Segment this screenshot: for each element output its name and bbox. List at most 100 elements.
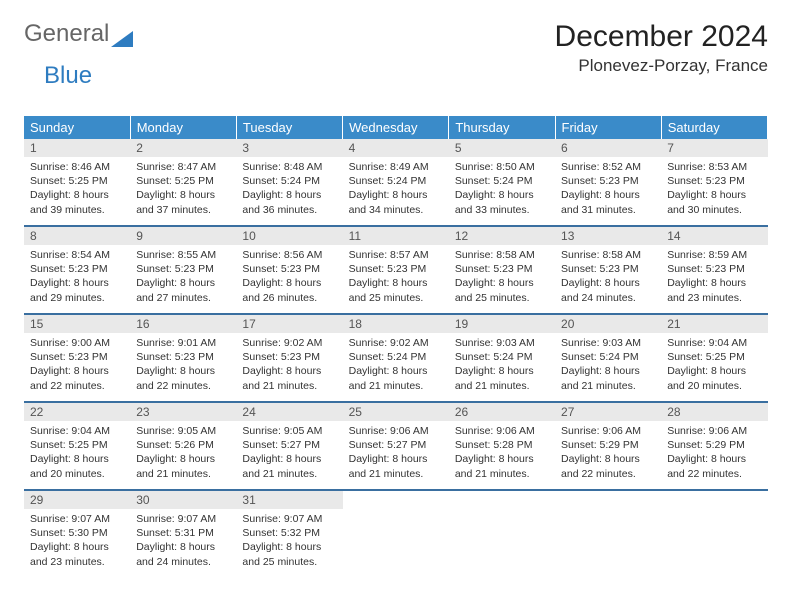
- calendar-cell: 30Sunrise: 9:07 AMSunset: 5:31 PMDayligh…: [130, 490, 236, 577]
- day-body: Sunrise: 9:01 AMSunset: 5:23 PMDaylight:…: [130, 333, 236, 397]
- calendar-cell: 8Sunrise: 8:54 AMSunset: 5:23 PMDaylight…: [24, 226, 130, 314]
- calendar-cell: 9Sunrise: 8:55 AMSunset: 5:23 PMDaylight…: [130, 226, 236, 314]
- calendar-table: Sunday Monday Tuesday Wednesday Thursday…: [24, 116, 768, 577]
- day-body: Sunrise: 8:56 AMSunset: 5:23 PMDaylight:…: [236, 245, 342, 309]
- daylight-line: Daylight: 8 hours and 26 minutes.: [242, 276, 336, 304]
- day-number: 7: [661, 139, 767, 157]
- sunrise-line: Sunrise: 9:01 AM: [136, 336, 230, 350]
- sunset-line: Sunset: 5:27 PM: [349, 438, 443, 452]
- daylight-line: Daylight: 8 hours and 24 minutes.: [136, 540, 230, 568]
- sunrise-line: Sunrise: 8:53 AM: [667, 160, 761, 174]
- day-number: 22: [24, 403, 130, 421]
- daylight-line: Daylight: 8 hours and 31 minutes.: [561, 188, 655, 216]
- sunset-line: Sunset: 5:32 PM: [242, 526, 336, 540]
- day-body: Sunrise: 8:50 AMSunset: 5:24 PMDaylight:…: [449, 157, 555, 221]
- day-number: 5: [449, 139, 555, 157]
- daylight-line: Daylight: 8 hours and 21 minutes.: [242, 364, 336, 392]
- sunrise-line: Sunrise: 9:07 AM: [242, 512, 336, 526]
- day-number: 18: [343, 315, 449, 333]
- sunrise-line: Sunrise: 9:06 AM: [667, 424, 761, 438]
- day-number: 24: [236, 403, 342, 421]
- calendar-cell: 2Sunrise: 8:47 AMSunset: 5:25 PMDaylight…: [130, 139, 236, 226]
- day-body: Sunrise: 9:05 AMSunset: 5:26 PMDaylight:…: [130, 421, 236, 485]
- logo-triangle-icon: [111, 26, 133, 42]
- day-body: Sunrise: 8:58 AMSunset: 5:23 PMDaylight:…: [449, 245, 555, 309]
- sunrise-line: Sunrise: 8:55 AM: [136, 248, 230, 262]
- daylight-line: Daylight: 8 hours and 21 minutes.: [455, 452, 549, 480]
- calendar-cell: 1Sunrise: 8:46 AMSunset: 5:25 PMDaylight…: [24, 139, 130, 226]
- daylight-line: Daylight: 8 hours and 21 minutes.: [455, 364, 549, 392]
- calendar-cell: 20Sunrise: 9:03 AMSunset: 5:24 PMDayligh…: [555, 314, 661, 402]
- sunset-line: Sunset: 5:23 PM: [242, 262, 336, 276]
- day-body: Sunrise: 8:58 AMSunset: 5:23 PMDaylight:…: [555, 245, 661, 309]
- sunset-line: Sunset: 5:28 PM: [455, 438, 549, 452]
- day-number: 17: [236, 315, 342, 333]
- sunrise-line: Sunrise: 8:48 AM: [242, 160, 336, 174]
- sunrise-line: Sunrise: 8:50 AM: [455, 160, 549, 174]
- day-number: 27: [555, 403, 661, 421]
- sunset-line: Sunset: 5:24 PM: [561, 350, 655, 364]
- calendar-cell: 11Sunrise: 8:57 AMSunset: 5:23 PMDayligh…: [343, 226, 449, 314]
- sunrise-line: Sunrise: 8:47 AM: [136, 160, 230, 174]
- day-body: Sunrise: 9:07 AMSunset: 5:30 PMDaylight:…: [24, 509, 130, 573]
- sunset-line: Sunset: 5:24 PM: [455, 174, 549, 188]
- daylight-line: Daylight: 8 hours and 23 minutes.: [30, 540, 124, 568]
- logo: General: [24, 20, 133, 48]
- weekday-header: Tuesday: [236, 116, 342, 139]
- calendar-cell: 10Sunrise: 8:56 AMSunset: 5:23 PMDayligh…: [236, 226, 342, 314]
- daylight-line: Daylight: 8 hours and 21 minutes.: [349, 364, 443, 392]
- sunrise-line: Sunrise: 8:56 AM: [242, 248, 336, 262]
- sunset-line: Sunset: 5:23 PM: [667, 174, 761, 188]
- daylight-line: Daylight: 8 hours and 22 minutes.: [561, 452, 655, 480]
- calendar-cell: 18Sunrise: 9:02 AMSunset: 5:24 PMDayligh…: [343, 314, 449, 402]
- day-number: 15: [24, 315, 130, 333]
- sunset-line: Sunset: 5:24 PM: [349, 174, 443, 188]
- daylight-line: Daylight: 8 hours and 37 minutes.: [136, 188, 230, 216]
- day-body: Sunrise: 8:48 AMSunset: 5:24 PMDaylight:…: [236, 157, 342, 221]
- day-body: Sunrise: 9:04 AMSunset: 5:25 PMDaylight:…: [661, 333, 767, 397]
- sunrise-line: Sunrise: 9:06 AM: [561, 424, 655, 438]
- day-number: 11: [343, 227, 449, 245]
- daylight-line: Daylight: 8 hours and 20 minutes.: [30, 452, 124, 480]
- day-body: Sunrise: 8:46 AMSunset: 5:25 PMDaylight:…: [24, 157, 130, 221]
- sunset-line: Sunset: 5:23 PM: [30, 350, 124, 364]
- calendar-cell: 16Sunrise: 9:01 AMSunset: 5:23 PMDayligh…: [130, 314, 236, 402]
- sunset-line: Sunset: 5:23 PM: [455, 262, 549, 276]
- calendar-cell: 28Sunrise: 9:06 AMSunset: 5:29 PMDayligh…: [661, 402, 767, 490]
- day-number: 13: [555, 227, 661, 245]
- calendar-row: 29Sunrise: 9:07 AMSunset: 5:30 PMDayligh…: [24, 490, 768, 577]
- sunset-line: Sunset: 5:25 PM: [667, 350, 761, 364]
- weekday-header: Friday: [555, 116, 661, 139]
- daylight-line: Daylight: 8 hours and 33 minutes.: [455, 188, 549, 216]
- sunset-line: Sunset: 5:25 PM: [136, 174, 230, 188]
- calendar-cell: 31Sunrise: 9:07 AMSunset: 5:32 PMDayligh…: [236, 490, 342, 577]
- sunset-line: Sunset: 5:23 PM: [136, 262, 230, 276]
- day-number: 16: [130, 315, 236, 333]
- logo-text-2: Blue: [44, 62, 92, 89]
- sunrise-line: Sunrise: 9:07 AM: [30, 512, 124, 526]
- day-number: 19: [449, 315, 555, 333]
- day-body: Sunrise: 9:03 AMSunset: 5:24 PMDaylight:…: [555, 333, 661, 397]
- sunrise-line: Sunrise: 8:52 AM: [561, 160, 655, 174]
- sunrise-line: Sunrise: 9:06 AM: [455, 424, 549, 438]
- weekday-header-row: Sunday Monday Tuesday Wednesday Thursday…: [24, 116, 768, 139]
- sunset-line: Sunset: 5:26 PM: [136, 438, 230, 452]
- calendar-cell: 7Sunrise: 8:53 AMSunset: 5:23 PMDaylight…: [661, 139, 767, 226]
- daylight-line: Daylight: 8 hours and 21 minutes.: [242, 452, 336, 480]
- daylight-line: Daylight: 8 hours and 25 minutes.: [349, 276, 443, 304]
- calendar-cell: 14Sunrise: 8:59 AMSunset: 5:23 PMDayligh…: [661, 226, 767, 314]
- sunset-line: Sunset: 5:25 PM: [30, 174, 124, 188]
- sunset-line: Sunset: 5:24 PM: [242, 174, 336, 188]
- sunset-line: Sunset: 5:29 PM: [561, 438, 655, 452]
- month-title: December 2024: [555, 20, 768, 54]
- daylight-line: Daylight: 8 hours and 39 minutes.: [30, 188, 124, 216]
- day-body: Sunrise: 9:06 AMSunset: 5:27 PMDaylight:…: [343, 421, 449, 485]
- sunset-line: Sunset: 5:31 PM: [136, 526, 230, 540]
- daylight-line: Daylight: 8 hours and 21 minutes.: [349, 452, 443, 480]
- calendar-cell: 12Sunrise: 8:58 AMSunset: 5:23 PMDayligh…: [449, 226, 555, 314]
- sunset-line: Sunset: 5:23 PM: [30, 262, 124, 276]
- sunset-line: Sunset: 5:23 PM: [561, 262, 655, 276]
- day-body: Sunrise: 9:02 AMSunset: 5:24 PMDaylight:…: [343, 333, 449, 397]
- sunset-line: Sunset: 5:25 PM: [30, 438, 124, 452]
- sunrise-line: Sunrise: 8:54 AM: [30, 248, 124, 262]
